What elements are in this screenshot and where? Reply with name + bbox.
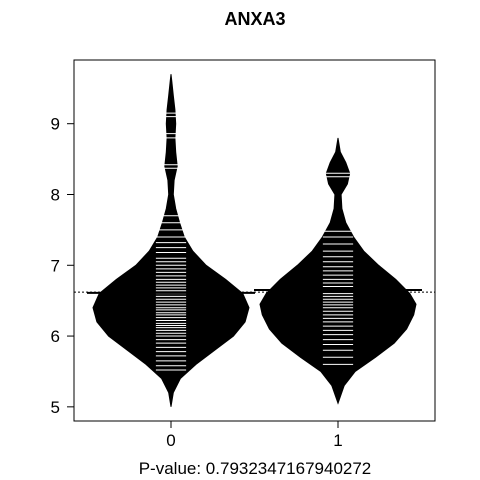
x-tick-label: 0 — [166, 431, 175, 450]
x-axis-label: P-value: 0.7932347167940272 — [139, 459, 372, 478]
chart-title: ANXA3 — [224, 9, 285, 29]
y-tick-label: 9 — [51, 115, 60, 134]
y-tick-label: 7 — [51, 256, 60, 275]
bean-shape-0 — [92, 74, 250, 407]
bean-0 — [87, 74, 255, 407]
y-tick-label: 6 — [51, 327, 60, 346]
y-tick-label: 8 — [51, 185, 60, 204]
y-tick-label: 5 — [51, 398, 60, 417]
x-tick-label: 1 — [333, 431, 342, 450]
plot-frame — [73, 59, 436, 422]
axis-layer: 5 6 7 8 9 0 1 — [51, 115, 343, 450]
bean-1 — [254, 137, 422, 405]
beans-layer — [74, 74, 435, 407]
